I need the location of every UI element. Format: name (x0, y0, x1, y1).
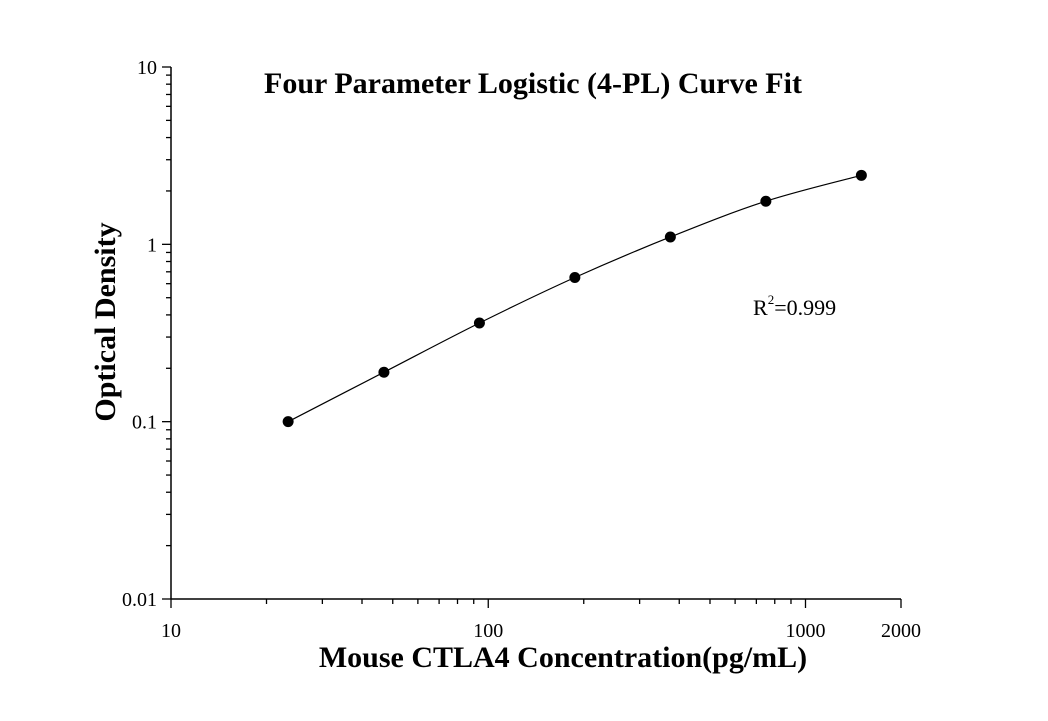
r-squared-value: =0.999 (774, 295, 836, 320)
data-point (855, 169, 867, 181)
chart-title: Four Parameter Logistic (4-PL) Curve Fit (264, 67, 802, 100)
r-squared-superscript: 2 (768, 292, 775, 307)
data-point (664, 231, 676, 243)
x-tick-label: 2000 (881, 620, 921, 642)
x-axis-label: Mouse CTLA4 Concentration(pg/mL) (319, 641, 807, 674)
data-point (282, 416, 294, 428)
y-tick-label: 0.01 (122, 589, 157, 611)
y-tick-label: 1 (147, 234, 157, 256)
x-tick-label: 1000 (785, 620, 825, 642)
data-point (378, 366, 390, 378)
data-point (473, 317, 485, 329)
y-tick-label: 0.1 (132, 412, 157, 434)
data-point (569, 272, 581, 284)
r-squared-base: R (753, 295, 768, 320)
data-points (282, 169, 867, 428)
y-axis-label: Optical Density (89, 222, 122, 421)
x-tick-label: 100 (473, 620, 503, 642)
y-tick-label: 10 (137, 57, 157, 79)
r-squared-annotation: R2=0.999 (753, 292, 836, 320)
x-tick-label: 10 (161, 620, 181, 642)
data-point (760, 195, 772, 207)
axes: 0.01 0.1 1 10 10 100 1000 2000 (122, 57, 921, 642)
